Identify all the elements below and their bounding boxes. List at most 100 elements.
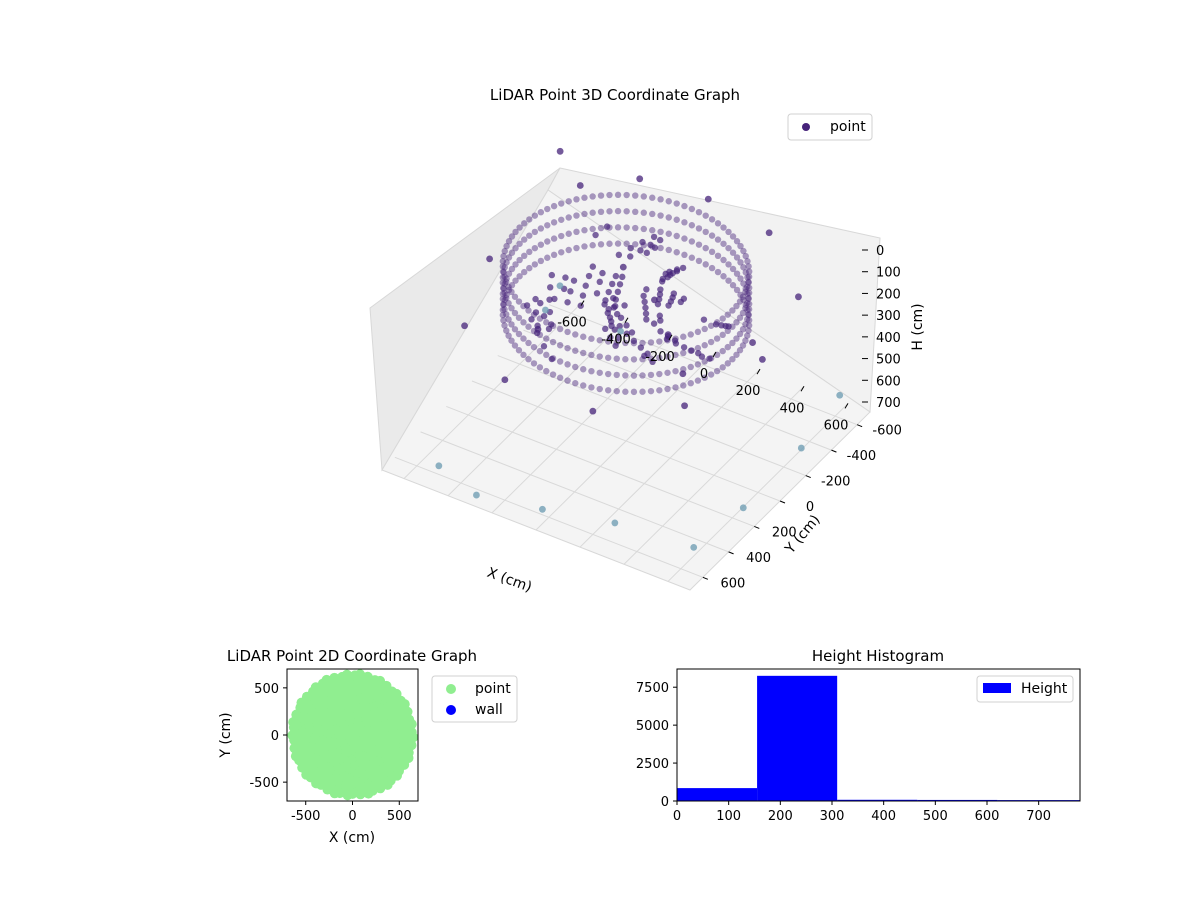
data-point-3d xyxy=(630,372,638,379)
data-point-3d xyxy=(545,325,553,333)
data-point-2d xyxy=(311,778,322,789)
data-point-3d xyxy=(573,244,580,252)
data-point-3d xyxy=(508,282,516,289)
x-tick-3d xyxy=(712,351,717,358)
x-tick-label-2d: 500 xyxy=(387,809,412,824)
data-point-3d xyxy=(725,244,732,252)
data-point-3d xyxy=(607,318,615,325)
data-point-3d xyxy=(605,288,612,296)
data-point-3d xyxy=(745,311,752,319)
data-point-3d xyxy=(744,283,751,291)
data-point-3d xyxy=(597,224,605,232)
data-point-3d xyxy=(795,293,802,301)
data-point-3d xyxy=(613,371,620,379)
data-point-3d xyxy=(505,254,513,261)
data-point-3d xyxy=(745,311,752,318)
data-point-3d xyxy=(564,377,571,384)
data-point-3d xyxy=(679,370,687,378)
data-point-3d xyxy=(632,224,639,232)
data-point-2d xyxy=(375,675,386,686)
data-point-3d xyxy=(543,319,550,326)
data-point-3d xyxy=(508,288,515,296)
data-point-3d xyxy=(719,347,726,355)
data-point-3d xyxy=(550,235,558,242)
data-point-3d xyxy=(526,248,533,256)
data-point-3d xyxy=(501,376,509,384)
data-point-3d xyxy=(612,272,620,280)
data-point-3d xyxy=(647,339,655,346)
histogram-bar xyxy=(757,675,838,801)
data-point-2d xyxy=(321,674,332,685)
data-point-3d xyxy=(733,270,741,277)
data-point-3d xyxy=(712,321,720,328)
data-point-3d xyxy=(680,382,687,389)
data-point-3d xyxy=(565,230,572,237)
data-point-3d xyxy=(688,347,695,354)
x-tick-label-hist: 600 xyxy=(975,809,1000,824)
grid-line-3d xyxy=(497,355,806,477)
y-tick-label-hist: 2500 xyxy=(636,757,669,772)
data-point-3d xyxy=(623,330,630,337)
data-point-3d xyxy=(556,325,564,333)
data-point-3d xyxy=(589,209,596,216)
data-point-3d xyxy=(836,391,844,399)
data-point-3d xyxy=(612,342,619,349)
data-point-3d xyxy=(593,290,601,297)
data-point-3d xyxy=(725,228,732,236)
data-point-3d xyxy=(603,223,611,230)
x-tick-label-hist: 0 xyxy=(673,809,681,824)
data-point-3d xyxy=(669,269,676,277)
data-point-3d xyxy=(536,364,544,371)
y-tick-label-2d: 0 xyxy=(271,729,279,744)
data-point-3d xyxy=(505,332,512,339)
data-point-3d xyxy=(581,227,588,234)
data-point-3d xyxy=(551,295,558,303)
data-point-3d xyxy=(701,342,708,349)
data-point-3d xyxy=(558,216,565,223)
x-tick-label-hist: 200 xyxy=(768,809,793,824)
data-point-3d xyxy=(719,315,726,322)
legend-histogram: Height xyxy=(976,675,1074,703)
x-tick-3d xyxy=(624,317,629,323)
data-point-3d xyxy=(627,244,634,252)
data-point-3d xyxy=(531,228,539,236)
data-point-3d xyxy=(616,281,624,288)
x-tick-label-3d: 0 xyxy=(700,367,708,382)
data-point-3d xyxy=(708,216,716,223)
data-point-3d xyxy=(500,268,507,275)
data-point-3d xyxy=(501,273,508,280)
data-point-2d xyxy=(363,788,374,799)
data-point-3d xyxy=(549,338,557,346)
data-point-3d xyxy=(597,241,605,248)
data-point-2d xyxy=(290,751,301,762)
y-tick-label-2d: 500 xyxy=(254,682,279,697)
data-point-2d xyxy=(341,669,352,680)
data-point-3d xyxy=(725,277,732,284)
data-point-2d xyxy=(310,682,321,693)
data-point-3d xyxy=(532,309,540,316)
data-point-3d xyxy=(505,286,513,294)
data-point-3d xyxy=(596,337,603,344)
data-point-3d xyxy=(572,380,579,387)
ticks-2d: -500 0 500 -500 0 500 xyxy=(249,682,411,824)
legend-3d: point xyxy=(787,113,873,141)
x-tick-label-3d: -400 xyxy=(601,333,631,348)
data-point-3d xyxy=(580,366,587,373)
data-point-3d xyxy=(742,321,749,328)
data-point-3d xyxy=(713,351,721,359)
data-point-3d xyxy=(627,253,634,260)
data-point-3d xyxy=(565,246,572,254)
data-point-3d xyxy=(656,338,663,345)
data-point-3d xyxy=(737,291,744,299)
data-point-3d xyxy=(695,241,703,248)
data-point-3d xyxy=(623,240,630,247)
data-point-3d xyxy=(673,232,680,240)
data-point-3d xyxy=(572,363,579,371)
data-point-2d xyxy=(391,688,402,699)
data-point-3d xyxy=(665,246,672,254)
data-point-3d xyxy=(537,241,545,248)
y-tick-label-hist: 7500 xyxy=(636,681,669,696)
data-point-3d xyxy=(745,295,752,303)
data-point-3d xyxy=(596,385,603,393)
